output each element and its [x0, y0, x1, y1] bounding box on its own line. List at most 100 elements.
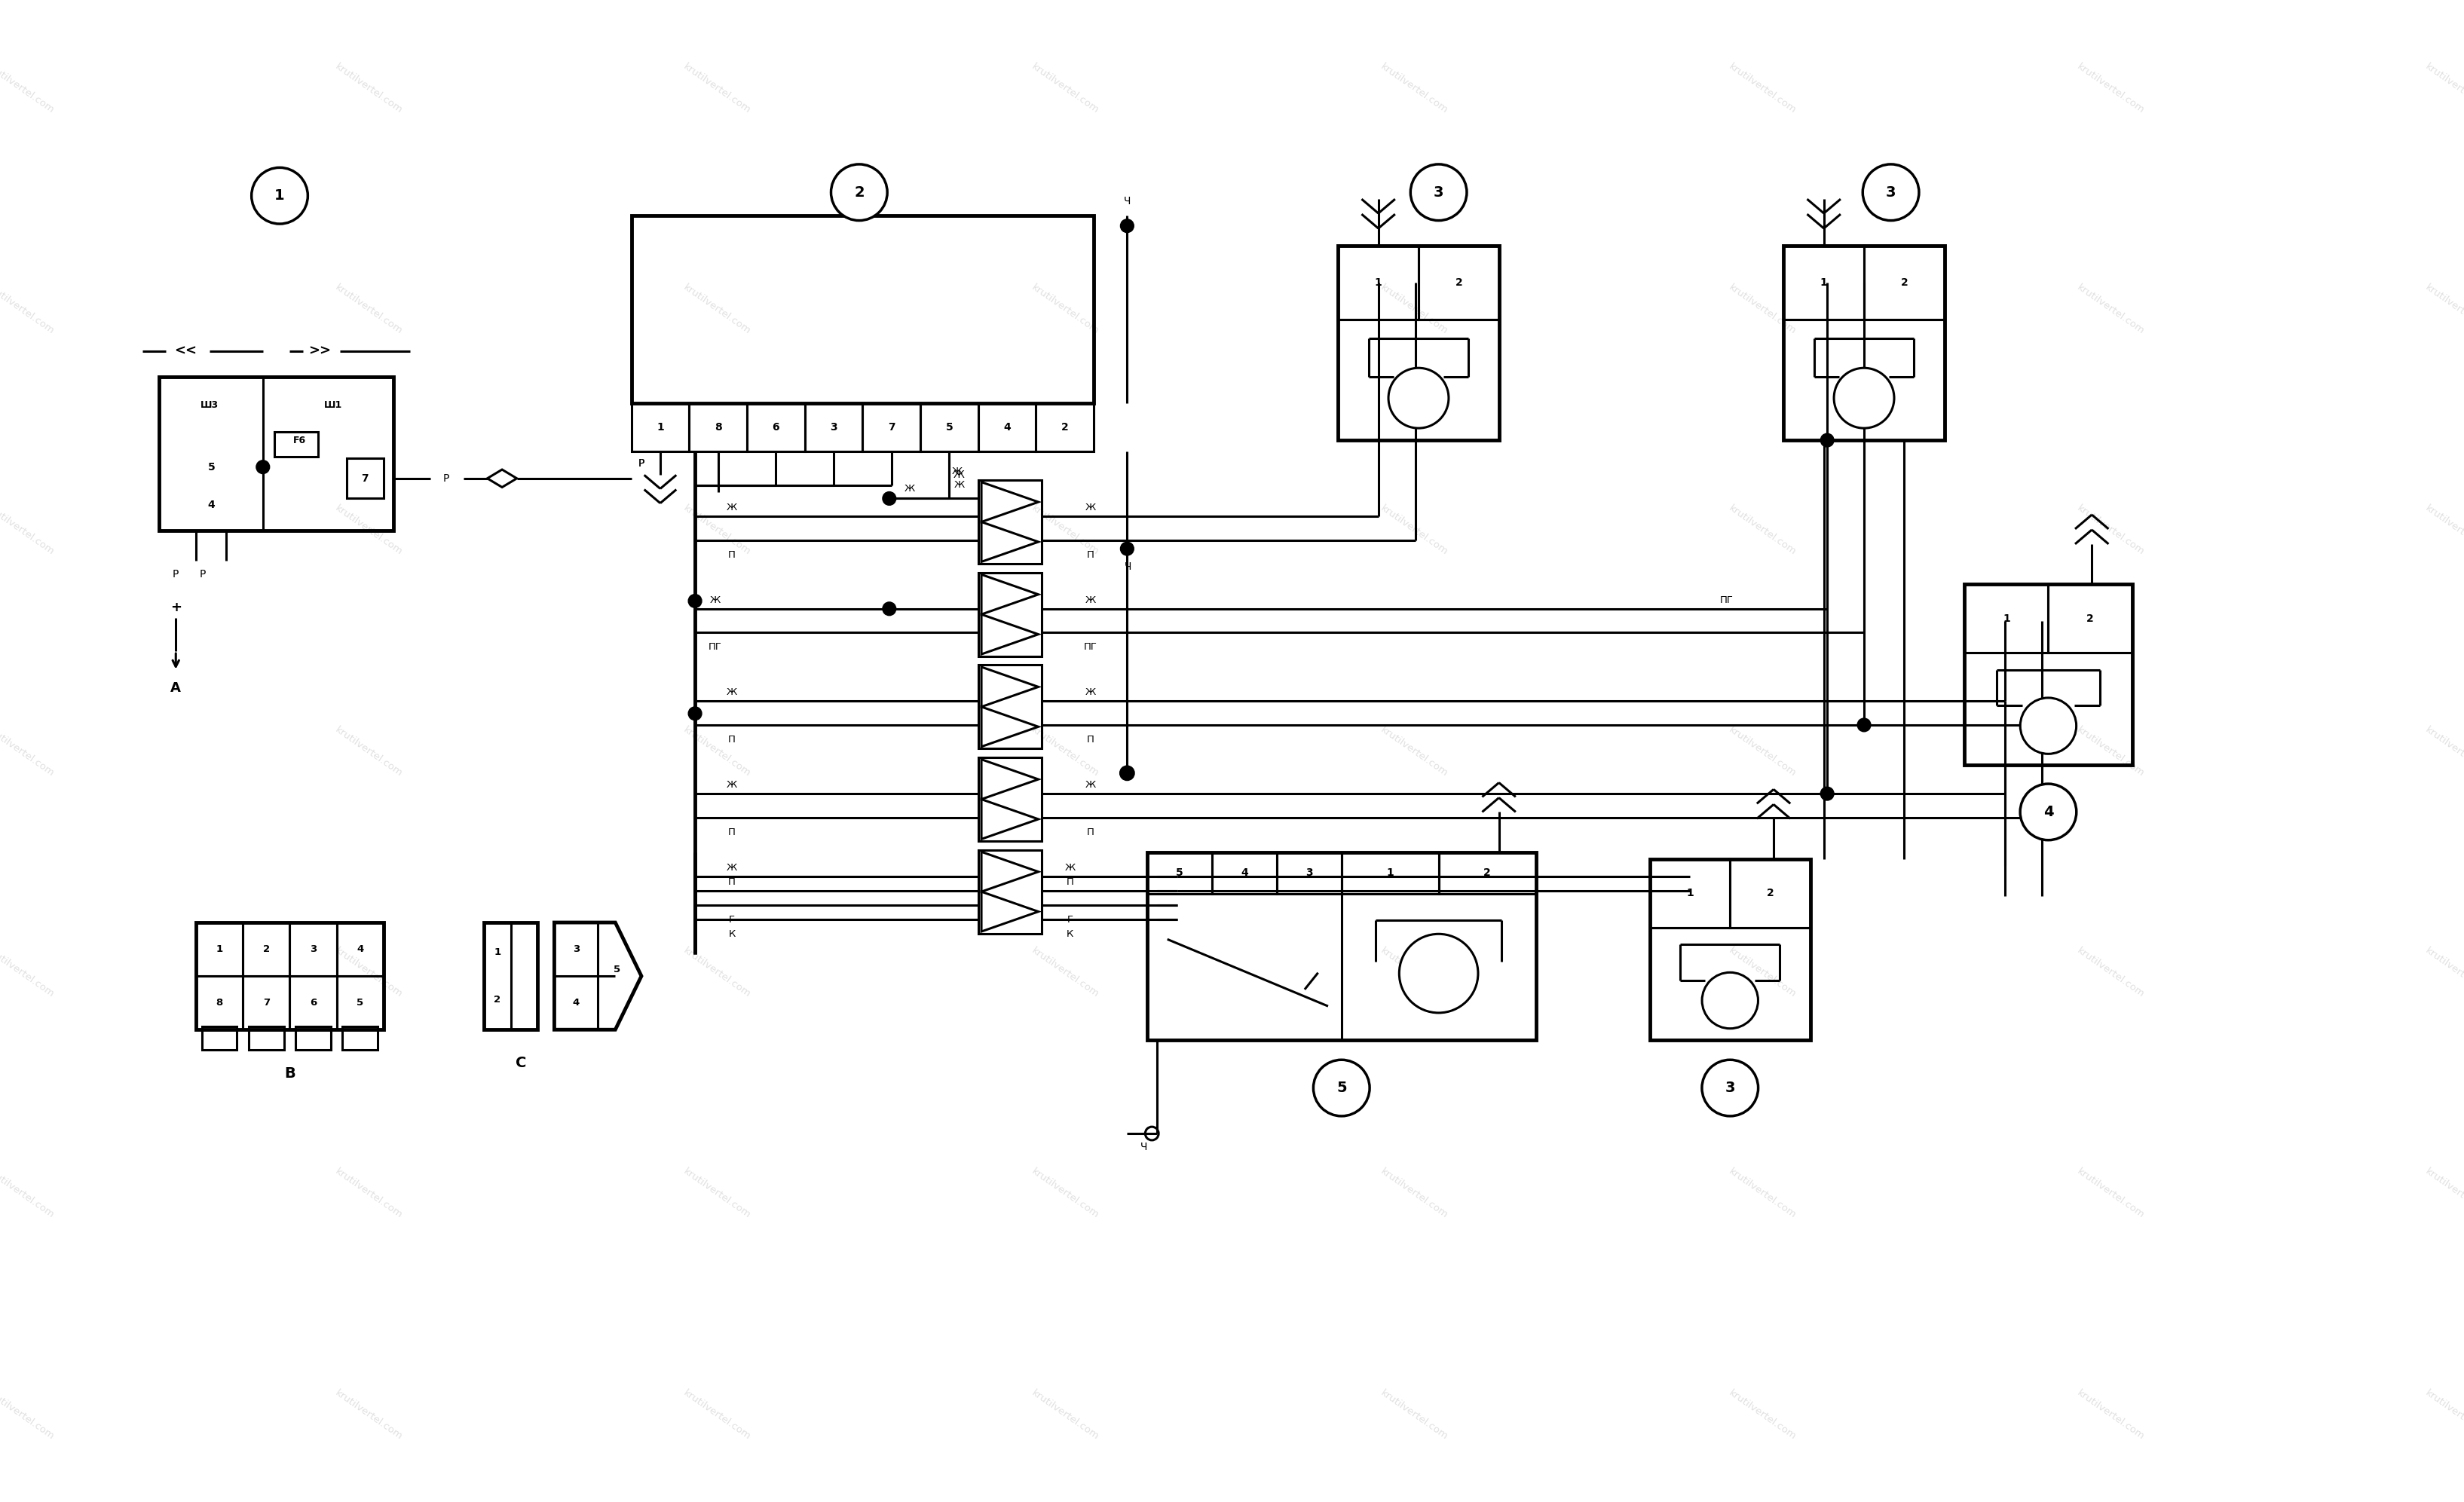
Circle shape [1821, 787, 1833, 801]
Bar [1964, 584, 2048, 653]
Bar [1035, 404, 1094, 452]
Text: B: B [283, 1066, 296, 1080]
Text: krutilvertel.com: krutilvertel.com [1030, 62, 1101, 116]
Text: Ж: Ж [1084, 503, 1096, 512]
Text: 2: 2 [264, 945, 269, 954]
Bar [978, 850, 1042, 934]
Text: krutilvertel.com: krutilvertel.com [0, 724, 57, 778]
Bar [978, 481, 1042, 563]
Text: krutilvertel.com: krutilvertel.com [2075, 62, 2146, 116]
Text: 3: 3 [310, 945, 318, 954]
Text: Р: Р [172, 569, 180, 580]
Text: krutilvertel.com: krutilvertel.com [1727, 724, 1799, 778]
Text: П: П [1067, 877, 1074, 888]
Circle shape [687, 707, 702, 719]
Text: krutilvertel.com: krutilvertel.com [1030, 1388, 1101, 1442]
Circle shape [256, 460, 269, 473]
Text: krutilvertel.com: krutilvertel.com [683, 503, 752, 557]
Text: krutilvertel.com: krutilvertel.com [1377, 946, 1449, 999]
Text: Ж: Ж [727, 688, 737, 697]
Bar [690, 404, 747, 452]
Bar [1865, 246, 1944, 320]
Text: Ж: Ж [954, 481, 963, 490]
Text: 1: 1 [217, 945, 222, 954]
Text: Ш1: Ш1 [325, 400, 342, 410]
Text: П: П [1087, 550, 1094, 560]
Text: krutilvertel.com: krutilvertel.com [2075, 724, 2146, 778]
Text: Ж: Ж [1084, 688, 1096, 697]
Text: +: + [170, 601, 182, 614]
Bar [1212, 852, 1276, 894]
Text: krutilvertel.com: krutilvertel.com [333, 282, 404, 336]
Text: П: П [1087, 734, 1094, 745]
Text: 4: 4 [1003, 422, 1010, 433]
Bar [1730, 859, 1811, 928]
Circle shape [1387, 368, 1449, 428]
Text: krutilvertel.com: krutilvertel.com [333, 1388, 404, 1442]
Circle shape [2020, 698, 2077, 754]
Text: 5: 5 [946, 422, 954, 433]
Text: krutilvertel.com: krutilvertel.com [333, 62, 404, 116]
Text: krutilvertel.com: krutilvertel.com [0, 1167, 57, 1221]
Bar [197, 922, 384, 1030]
Bar [631, 404, 690, 452]
Text: 1: 1 [1685, 888, 1693, 898]
Bar [1784, 246, 1944, 440]
Text: <<: << [175, 344, 197, 357]
Text: П: П [1087, 828, 1094, 837]
Text: krutilvertel.com: krutilvertel.com [1377, 282, 1449, 336]
Text: 1: 1 [2003, 613, 2011, 623]
Text: 4: 4 [572, 997, 579, 1008]
Text: 2: 2 [493, 994, 500, 1005]
Text: Ж: Ж [727, 503, 737, 512]
Bar [862, 404, 919, 452]
Text: 3: 3 [1306, 868, 1313, 879]
Text: krutilvertel.com: krutilvertel.com [683, 1167, 752, 1221]
Bar [1439, 852, 1535, 894]
Text: Ч: Ч [1124, 562, 1131, 572]
Text: 2: 2 [1767, 888, 1774, 898]
Text: krutilvertel.com: krutilvertel.com [1030, 503, 1101, 557]
Text: 2: 2 [1900, 278, 1907, 288]
Bar [249, 1026, 283, 1050]
Text: Р: Р [638, 458, 646, 469]
Bar [631, 216, 1094, 404]
Text: 8: 8 [217, 997, 222, 1008]
Text: 2: 2 [1456, 278, 1464, 288]
Text: krutilvertel.com: krutilvertel.com [683, 1388, 752, 1442]
Text: krutilvertel.com: krutilvertel.com [1377, 503, 1449, 557]
Text: krutilvertel.com: krutilvertel.com [0, 1388, 57, 1442]
Circle shape [1703, 1060, 1759, 1116]
Text: ПГ: ПГ [707, 643, 722, 652]
Bar [978, 404, 1035, 452]
Text: krutilvertel.com: krutilvertel.com [333, 1167, 404, 1221]
Text: ПГ: ПГ [1084, 643, 1096, 652]
Bar [919, 404, 978, 452]
Text: П: П [729, 877, 737, 888]
Text: Г: Г [729, 915, 734, 925]
Text: 3: 3 [830, 422, 838, 433]
Text: krutilvertel.com: krutilvertel.com [0, 946, 57, 999]
Bar [806, 404, 862, 452]
Text: krutilvertel.com: krutilvertel.com [1727, 62, 1799, 116]
Text: Ж: Ж [1064, 864, 1077, 873]
Text: krutilvertel.com: krutilvertel.com [1727, 946, 1799, 999]
Bar [1784, 246, 1865, 320]
Text: 2: 2 [855, 185, 865, 200]
Text: К: К [1067, 930, 1074, 939]
Text: 2: 2 [1062, 422, 1069, 433]
Text: >>: >> [308, 344, 330, 357]
Circle shape [1833, 368, 1895, 428]
Text: A: A [170, 682, 180, 695]
Circle shape [687, 595, 702, 608]
Bar [338, 976, 384, 1030]
Text: 2: 2 [2087, 613, 2094, 623]
Circle shape [1121, 219, 1133, 233]
Bar [291, 922, 338, 976]
Text: 2: 2 [1483, 868, 1491, 879]
Text: 5: 5 [1335, 1081, 1348, 1095]
Text: Ж: Ж [904, 484, 914, 493]
Text: 3: 3 [1885, 185, 1895, 200]
Circle shape [1409, 164, 1466, 221]
Text: 3: 3 [1725, 1081, 1735, 1095]
